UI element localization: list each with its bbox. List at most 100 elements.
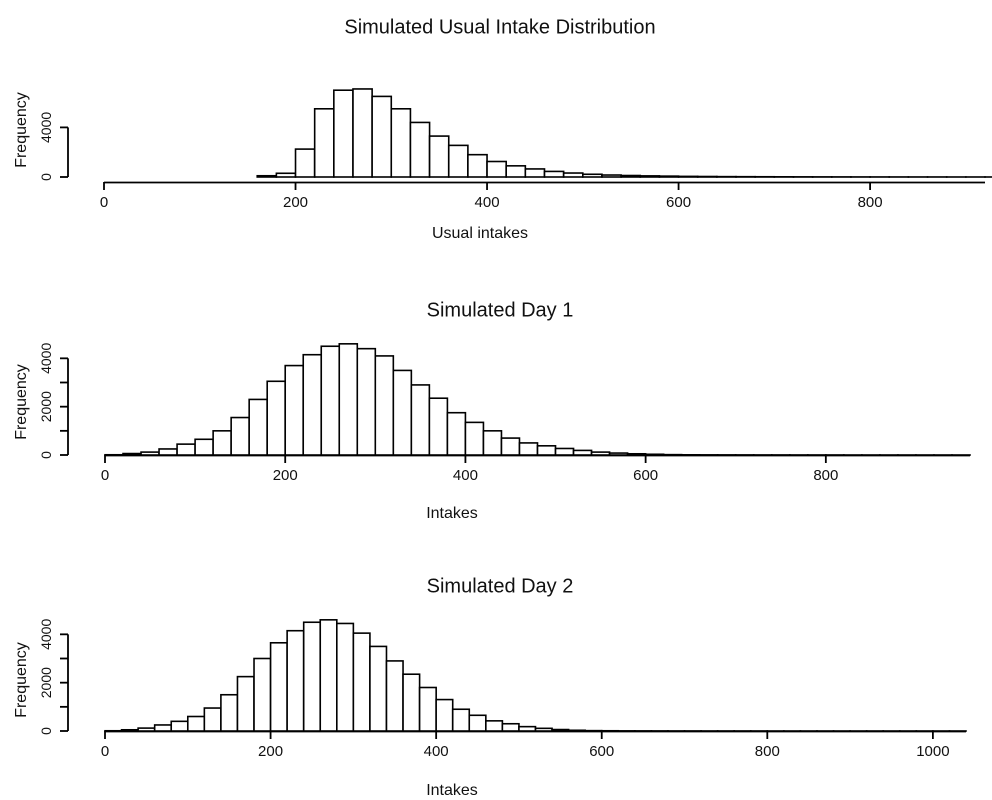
histogram-bar bbox=[467, 153, 488, 178]
histogram-bar bbox=[451, 708, 471, 732]
chart-title: Simulated Usual Intake Distribution bbox=[344, 16, 655, 38]
histogram-bar bbox=[696, 175, 718, 178]
x-axis-label: Intakes bbox=[426, 505, 478, 522]
y-tick-label: 2000 bbox=[38, 391, 54, 422]
y-tick-label: 0 bbox=[38, 451, 54, 459]
y-tick-label: 0 bbox=[38, 727, 54, 735]
x-tick-label: 200 bbox=[273, 467, 298, 484]
panel-1: Simulated Usual Intake Distribution 0 200 4… bbox=[13, 16, 992, 242]
histogram-bar bbox=[286, 629, 305, 732]
x-tick-label: 0 bbox=[100, 194, 108, 211]
histogram-bar bbox=[194, 438, 214, 456]
histogram-bar bbox=[269, 641, 288, 732]
histogram-bar bbox=[482, 430, 503, 456]
histogram-bar bbox=[266, 380, 287, 456]
x-tick-label: 400 bbox=[453, 467, 478, 484]
x-tick-label: 200 bbox=[283, 194, 308, 211]
histogram-bar bbox=[352, 88, 373, 178]
x-tick-label: 800 bbox=[858, 194, 883, 211]
histogram-bar bbox=[543, 170, 565, 178]
histogram-bar bbox=[518, 725, 537, 732]
y-axis-label: Frequency bbox=[13, 364, 30, 440]
histogram-bar bbox=[203, 707, 222, 732]
histogram-bar bbox=[140, 451, 160, 456]
histogram-bar bbox=[410, 384, 431, 456]
x-tick-label: 400 bbox=[424, 743, 449, 760]
x-tick-label: 600 bbox=[589, 743, 614, 760]
histogram-bar bbox=[176, 443, 196, 456]
y-tick-label: 4000 bbox=[38, 619, 54, 650]
histogram-bar bbox=[333, 89, 354, 178]
histogram-bar bbox=[392, 369, 413, 456]
histogram-bar bbox=[468, 714, 487, 732]
histogram-bar bbox=[428, 397, 449, 456]
x-tick-label: 600 bbox=[633, 467, 658, 484]
histogram-bar bbox=[302, 353, 323, 456]
x-tick-label: 400 bbox=[475, 194, 500, 211]
histogram-bar bbox=[639, 175, 661, 178]
panel-2: Simulated Day 1 0 200 400 600 800 0 2000 4000 Int… bbox=[13, 299, 971, 522]
y-axis-label: Frequency bbox=[13, 642, 30, 718]
histogram-bar bbox=[601, 174, 622, 178]
histogram-bar bbox=[153, 724, 173, 732]
x-tick-label: 800 bbox=[755, 743, 780, 760]
histogram-bar bbox=[158, 448, 178, 456]
histogram-bar bbox=[220, 693, 239, 732]
chart-title: Simulated Day 2 bbox=[427, 575, 574, 597]
panel-3: Simulated Day 2 0 200 400 600 800 1000 0 2000 400… bbox=[13, 575, 967, 799]
histogram-bar bbox=[248, 398, 268, 456]
histogram-bar bbox=[275, 172, 297, 178]
histogram-bar bbox=[390, 108, 412, 178]
histogram-bar bbox=[505, 165, 527, 178]
x-tick-label: 600 bbox=[666, 194, 691, 211]
histogram-bar bbox=[409, 121, 431, 178]
histogram-bar bbox=[428, 135, 450, 178]
histogram-bar bbox=[418, 686, 437, 732]
histogram-bar bbox=[554, 447, 575, 456]
histogram-bar bbox=[464, 421, 485, 456]
histogram-bar bbox=[562, 172, 584, 178]
histogram-bar bbox=[313, 108, 335, 178]
histogram-bar bbox=[500, 437, 521, 456]
histogram-bar bbox=[294, 148, 316, 178]
histogram-bar bbox=[356, 347, 377, 456]
x-tick-label: 1000 bbox=[916, 743, 949, 760]
histogram-bar bbox=[501, 722, 520, 732]
histogram-bar bbox=[320, 345, 341, 456]
histogram-bar bbox=[402, 673, 421, 732]
histogram-bar bbox=[371, 95, 393, 178]
histogram-bar bbox=[524, 168, 546, 178]
histogram-bar bbox=[486, 160, 507, 178]
histogram-bar bbox=[137, 727, 156, 732]
histogram-bar bbox=[186, 715, 206, 732]
histogram-bar bbox=[385, 660, 404, 732]
histogram-bar bbox=[170, 720, 189, 732]
x-axis-label: Usual intakes bbox=[432, 225, 528, 242]
histogram-bar bbox=[253, 657, 272, 732]
histogram-bar bbox=[284, 364, 305, 456]
histogram-bar bbox=[581, 173, 603, 178]
histogram-bar bbox=[590, 451, 611, 456]
y-axis-label: Frequency bbox=[13, 92, 30, 168]
histogram-bar bbox=[212, 430, 232, 456]
histogram-bar bbox=[352, 632, 371, 732]
histogram-bar bbox=[536, 445, 557, 456]
histogram-bar bbox=[369, 645, 388, 732]
x-tick-label: 200 bbox=[258, 743, 283, 760]
histogram-bar bbox=[447, 144, 469, 178]
histogram-bar bbox=[485, 720, 504, 732]
histogram-bar bbox=[338, 343, 359, 456]
histogram-bar bbox=[435, 698, 454, 732]
y-tick-label: 4000 bbox=[38, 112, 54, 143]
histogram-bar bbox=[374, 355, 395, 456]
histogram-bar bbox=[236, 675, 255, 732]
histogram-bar bbox=[658, 175, 680, 178]
histogram-bar bbox=[572, 449, 593, 456]
x-tick-label: 0 bbox=[101, 743, 109, 760]
histogram-bar bbox=[446, 411, 467, 456]
y-tick-label: 0 bbox=[38, 173, 54, 181]
histogram-bar bbox=[256, 174, 278, 178]
histogram-bar bbox=[518, 442, 539, 456]
histogram-bar bbox=[677, 175, 699, 178]
